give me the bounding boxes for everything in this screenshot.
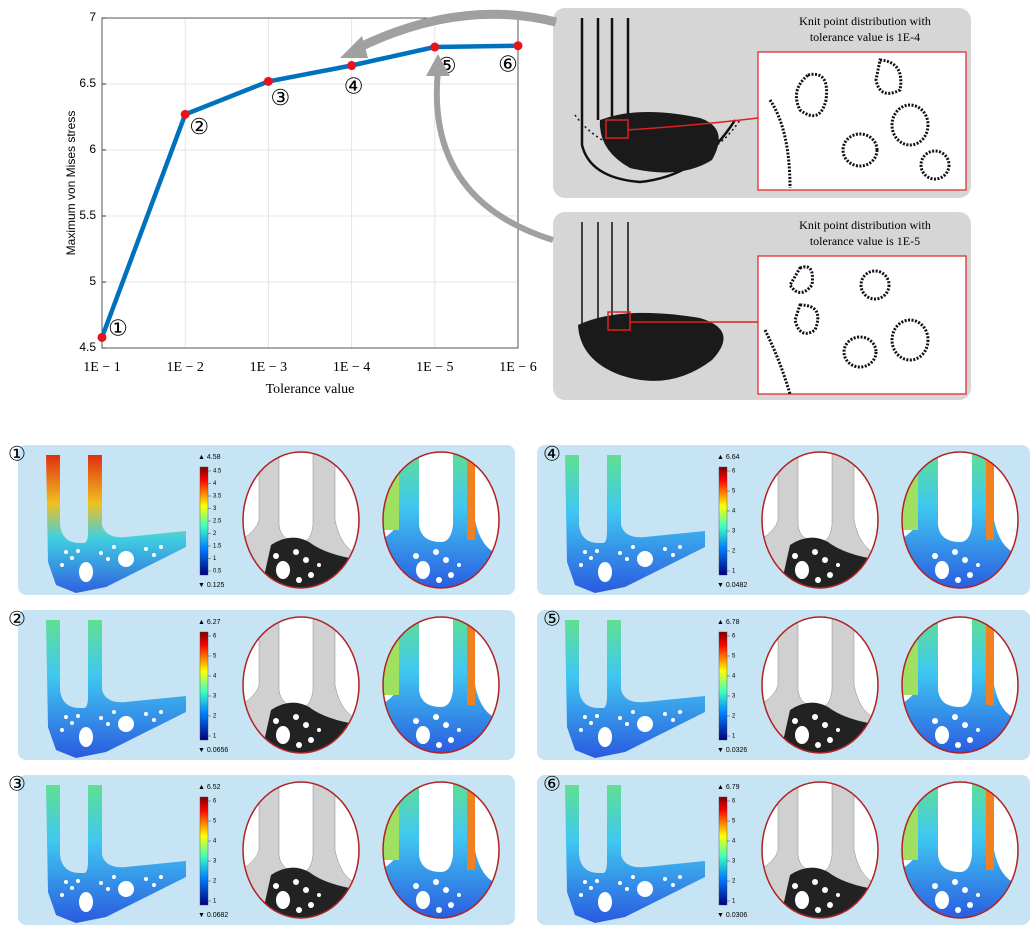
colorbar bbox=[719, 797, 727, 905]
data-point bbox=[347, 61, 356, 70]
colorbar-max: ▲ 6.27 bbox=[198, 619, 221, 626]
panel-label: ⑥ bbox=[543, 773, 561, 795]
panel-label: ② bbox=[8, 608, 26, 630]
colorbar bbox=[200, 632, 208, 740]
x-tick-label: 1E − 1 bbox=[83, 360, 120, 375]
panel-label: ⑤ bbox=[543, 608, 561, 630]
colorbar-tick-label: 0.5 bbox=[213, 569, 222, 575]
figure: 4.5 5 5.5 6 6.5 7 1E − 1 1E − 2 1E − 3 1E − 4 1E −… bbox=[0, 0, 1033, 930]
point-annotation: ④ bbox=[344, 73, 364, 98]
colorbar-min: ▼ 0.0656 bbox=[198, 747, 228, 754]
panel-label: ④ bbox=[543, 443, 561, 465]
colorbar-tick-label: 1.5 bbox=[213, 544, 222, 550]
colorbar-min: ▼ 0.0682 bbox=[198, 912, 228, 919]
chart: 4.5 5 5.5 6 6.5 7 1E − 1 1E − 2 1E − 3 1E − 4 1E −… bbox=[79, 10, 536, 375]
colorbar-min: ▼ 0.0306 bbox=[717, 912, 747, 919]
data-point bbox=[430, 43, 439, 52]
point-annotation: ③ bbox=[271, 85, 291, 110]
y-tick-label: 5.5 bbox=[79, 208, 96, 222]
y-tick-label: 6.5 bbox=[79, 76, 96, 90]
y-axis-label: Maximum von Mises stress bbox=[64, 111, 78, 256]
inset-title: Knit point distribution with bbox=[799, 14, 931, 28]
x-axis-label: Tolerance value bbox=[266, 382, 355, 397]
colorbar-max: ▲ 6.79 bbox=[717, 784, 740, 791]
colorbar bbox=[200, 797, 208, 905]
point-annotation: ② bbox=[189, 114, 209, 139]
y-tick-label: 7 bbox=[89, 10, 96, 24]
y-tick-label: 4.5 bbox=[79, 340, 96, 354]
data-point bbox=[98, 333, 107, 342]
colorbar-tick-label: 2.5 bbox=[213, 519, 222, 525]
result-panel: ▲ 6.52▼ 0.0682654321③ bbox=[8, 773, 515, 925]
colorbar-tick-label: 3.5 bbox=[213, 494, 222, 500]
colorbar-min: ▼ 0.0326 bbox=[717, 747, 747, 754]
inset-title: tolerance value is 1E-5 bbox=[810, 234, 920, 248]
page: {"chart_data": {"type": "line", "x_label… bbox=[0, 0, 1033, 935]
colorbar-max: ▲ 4.58 bbox=[198, 454, 221, 461]
colorbar bbox=[719, 467, 727, 575]
colorbar-max: ▲ 6.78 bbox=[717, 619, 740, 626]
x-tick-label: 1E − 3 bbox=[250, 360, 287, 375]
point-annotation: ⑥ bbox=[498, 52, 518, 77]
colorbar-max: ▲ 6.52 bbox=[198, 784, 221, 791]
inset-title: tolerance value is 1E-4 bbox=[810, 30, 920, 44]
panel-label: ③ bbox=[8, 773, 26, 795]
colorbar-min: ▼ 0.0482 bbox=[717, 582, 747, 589]
data-point bbox=[514, 41, 523, 50]
colorbar-tick-label: 4.5 bbox=[213, 469, 222, 475]
inset-title: Knit point distribution with bbox=[799, 218, 931, 232]
x-tick-label: 1E − 4 bbox=[333, 360, 370, 375]
point-annotation: ① bbox=[108, 315, 128, 340]
colorbar-max: ▲ 6.64 bbox=[717, 454, 740, 461]
y-tick-label: 5 bbox=[89, 274, 96, 288]
colorbar-min: ▼ 0.125 bbox=[198, 582, 224, 589]
x-tick-label: 1E − 5 bbox=[416, 360, 453, 375]
x-tick-label: 1E − 6 bbox=[499, 360, 536, 375]
colorbar bbox=[719, 632, 727, 740]
x-tick-label: 1E − 2 bbox=[166, 360, 203, 375]
colorbar bbox=[200, 467, 208, 575]
y-tick-label: 6 bbox=[89, 142, 96, 156]
panel-label: ① bbox=[8, 443, 26, 465]
